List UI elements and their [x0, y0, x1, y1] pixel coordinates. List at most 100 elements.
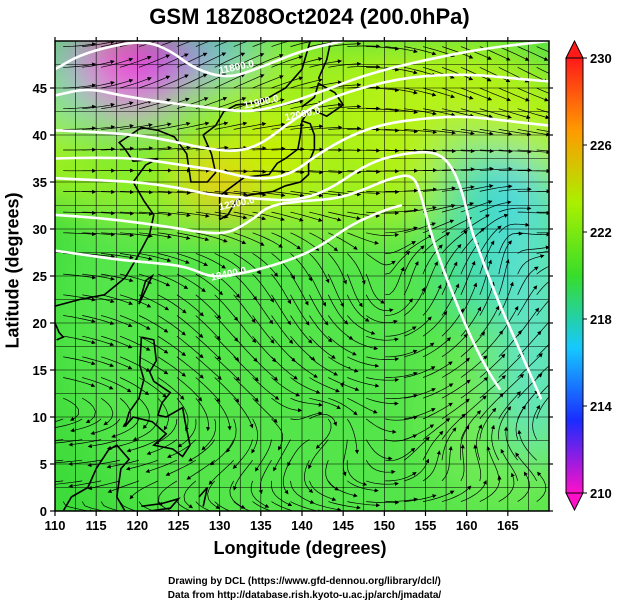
- streamline: [167, 439, 197, 458]
- streamline: [82, 80, 115, 89]
- streamline: [536, 265, 549, 275]
- y-tick-label: 10: [33, 410, 47, 425]
- streamline: [63, 335, 96, 345]
- streamline: [385, 471, 417, 482]
- streamline: [479, 184, 513, 192]
- streamline: [498, 108, 531, 120]
- streamline: [347, 397, 378, 414]
- streamline: [473, 444, 482, 481]
- streamline: [347, 253, 366, 285]
- streamline: [176, 73, 208, 89]
- colorbar: 210 214 218 222 226 230: [565, 39, 612, 512]
- streamline: [346, 273, 363, 308]
- streamline: [479, 108, 512, 119]
- streamline: [366, 232, 400, 238]
- streamline: [441, 87, 474, 100]
- streamline: [63, 210, 97, 215]
- streamline: [503, 426, 518, 461]
- streamline: [403, 436, 430, 461]
- streamline: [82, 253, 116, 259]
- streamline: [385, 241, 417, 254]
- streamline: [233, 294, 256, 324]
- streamline: [119, 397, 132, 428]
- streamline: [479, 305, 500, 337]
- streamline: [517, 373, 543, 399]
- streamline: [328, 61, 362, 68]
- streamline: [63, 42, 97, 47]
- streamline: [55, 459, 83, 464]
- streamline: [176, 232, 210, 242]
- streamline: [498, 129, 532, 137]
- streamline: [90, 418, 121, 435]
- streamline: [252, 54, 284, 68]
- streamline: [366, 335, 399, 342]
- streamline: [82, 377, 114, 390]
- streamline: [82, 125, 116, 130]
- colorbar-tick-label: 222: [590, 225, 612, 240]
- streamline: [517, 353, 543, 378]
- streamline: [347, 377, 380, 388]
- streamline: [138, 335, 169, 354]
- streamline: [328, 211, 361, 221]
- streamline: [536, 108, 549, 113]
- streamline: [177, 418, 197, 448]
- streamline: [309, 315, 333, 343]
- streamline: [347, 315, 376, 335]
- streamline: [366, 210, 400, 216]
- streamline: [422, 310, 448, 337]
- streamline: [157, 377, 185, 400]
- streamline: [82, 232, 116, 237]
- streamline: [188, 439, 215, 462]
- streamline: [404, 46, 437, 56]
- streamline: [55, 439, 64, 441]
- streamline: [271, 191, 305, 198]
- streamline: [119, 335, 151, 351]
- streamline: [498, 391, 521, 420]
- streamline: [328, 126, 362, 131]
- streamline: [517, 389, 539, 420]
- streamline: [119, 356, 151, 372]
- streamline: [441, 202, 475, 213]
- streamline: [138, 232, 172, 239]
- streamline: [157, 315, 186, 336]
- streamline: [441, 129, 475, 136]
- x-tick-label: 150: [373, 518, 395, 533]
- streamline: [536, 87, 549, 94]
- streamline: [536, 281, 549, 296]
- streamline: [157, 294, 187, 314]
- streamline: [252, 98, 285, 110]
- streamline: [252, 191, 286, 198]
- streamline: [441, 46, 474, 59]
- streamline: [252, 169, 286, 175]
- streamline: [233, 356, 259, 382]
- streamline: [517, 245, 549, 254]
- streamline: [479, 259, 492, 295]
- streamline: [479, 407, 497, 440]
- streamline: [271, 253, 296, 280]
- streamline: [404, 87, 437, 97]
- streamline: [195, 273, 223, 296]
- streamline: [252, 211, 285, 222]
- streamline: [309, 397, 341, 409]
- streamline: [366, 315, 398, 324]
- streamline: [195, 232, 228, 243]
- streamline: [304, 460, 314, 494]
- streamline: [119, 232, 153, 238]
- streamline: [82, 211, 116, 216]
- streamline: [422, 129, 456, 135]
- streamline: [517, 266, 539, 295]
- streamline: [479, 240, 495, 275]
- streamline: [273, 439, 291, 472]
- streamline: [82, 294, 115, 304]
- streamline: [271, 123, 305, 130]
- streamline: [309, 59, 342, 68]
- streamline: [365, 273, 386, 304]
- streamline: [422, 186, 456, 192]
- streamline: [119, 99, 153, 110]
- streamline: [214, 377, 240, 403]
- streamline: [214, 397, 232, 431]
- streamline: [366, 397, 399, 406]
- streamline: [309, 253, 330, 284]
- streamline: [252, 75, 284, 89]
- streamline: [233, 191, 267, 197]
